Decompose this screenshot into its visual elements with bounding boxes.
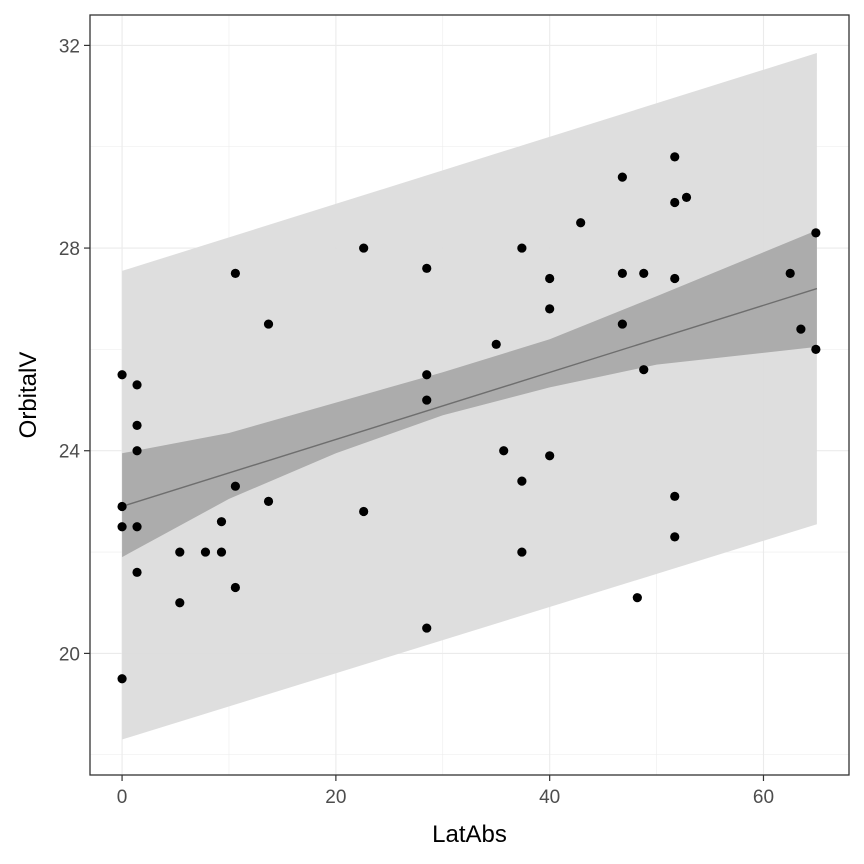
- data-point: [422, 623, 432, 633]
- data-point: [785, 268, 795, 278]
- y-tick-label: 28: [59, 239, 80, 260]
- data-point: [632, 593, 642, 603]
- data-point: [132, 420, 142, 430]
- data-point: [117, 501, 127, 512]
- data-point: [670, 491, 680, 501]
- data-point: [811, 344, 821, 354]
- data-point: [639, 268, 649, 278]
- data-point: [491, 339, 501, 349]
- data-point: [200, 547, 211, 557]
- data-point: [263, 319, 274, 329]
- data-point: [132, 446, 142, 456]
- data-point: [811, 228, 821, 238]
- data-point: [517, 547, 527, 557]
- data-point: [216, 547, 227, 557]
- data-point: [517, 243, 527, 253]
- panel-border: [89, 14, 850, 776]
- bands: [122, 53, 817, 740]
- data-point: [639, 365, 649, 375]
- data-point: [681, 192, 692, 202]
- data-point: [132, 567, 142, 577]
- data-point: [422, 263, 432, 273]
- data-point: [175, 547, 185, 557]
- data-point: [263, 496, 274, 506]
- data-point: [132, 380, 142, 390]
- data-point: [545, 273, 555, 284]
- data-point: [670, 152, 680, 162]
- data-point: [670, 532, 680, 542]
- data-point: [230, 268, 240, 278]
- data-point: [617, 268, 627, 278]
- data-point: [359, 243, 369, 253]
- data-point: [422, 370, 432, 380]
- data-point: [117, 522, 127, 532]
- data-point: [670, 197, 680, 208]
- x-tick-label: 20: [325, 787, 346, 808]
- data-point: [670, 273, 680, 284]
- data-point: [216, 517, 227, 527]
- data-point: [517, 476, 527, 486]
- data-point: [422, 395, 432, 405]
- x-axis-ticks: 0 20 40 60: [117, 775, 774, 808]
- y-axis-title: OrbitalV: [15, 352, 42, 439]
- data-point: [230, 481, 240, 491]
- y-tick-label: 20: [59, 644, 80, 665]
- x-tick-label: 40: [539, 787, 560, 808]
- data-point: [617, 319, 627, 329]
- confidence-band: [122, 230, 817, 558]
- points: [117, 152, 821, 684]
- x-tick-label: 0: [117, 787, 128, 808]
- y-tick-label: 24: [59, 442, 81, 463]
- x-tick-label: 60: [753, 787, 774, 808]
- x-axis-title: LatAbs: [432, 821, 507, 848]
- data-point: [359, 506, 369, 517]
- fit-line-layer: [121, 287, 818, 508]
- data-point: [117, 674, 127, 684]
- data-point: [230, 582, 240, 593]
- data-point: [175, 598, 185, 608]
- data-point: [576, 218, 586, 228]
- fit-line: [121, 287, 818, 508]
- data-point: [617, 172, 627, 182]
- data-point: [132, 522, 142, 532]
- data-point: [796, 324, 806, 334]
- y-axis-ticks: 20 24 28 32: [59, 36, 90, 665]
- data-point: [545, 304, 555, 314]
- data-point: [117, 370, 127, 380]
- y-tick-label: 32: [59, 36, 80, 57]
- data-point: [545, 451, 555, 461]
- data-point: [499, 446, 509, 456]
